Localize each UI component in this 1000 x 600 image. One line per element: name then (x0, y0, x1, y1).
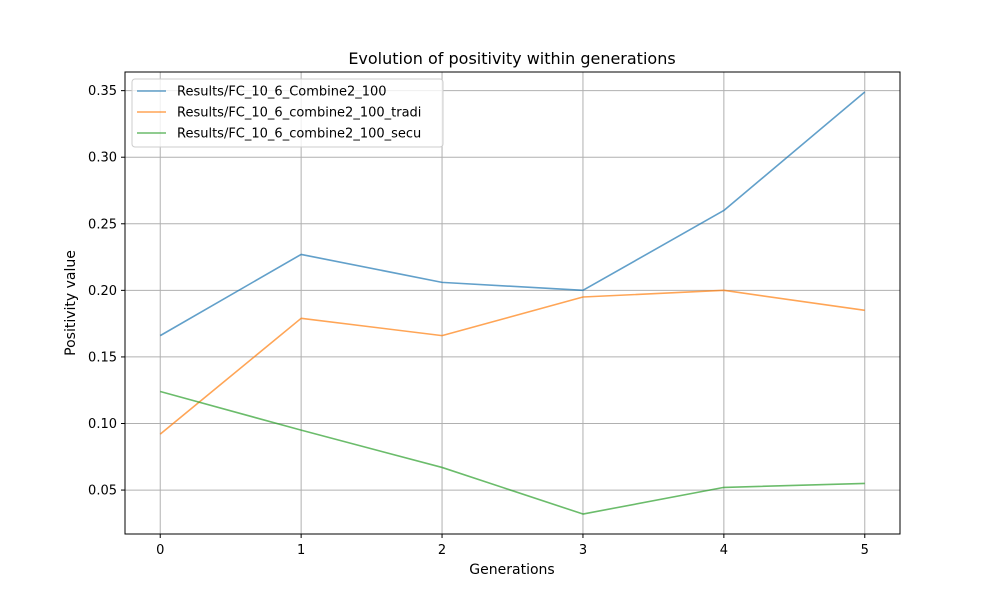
series-lines (159, 91, 866, 515)
grid-lines (125, 72, 900, 534)
series-line-1 (159, 289, 865, 435)
y-tick-label: 0.30 (88, 151, 117, 166)
x-tick-label: 0 (156, 543, 164, 558)
legend-label-0: Results/FC_10_6_Combine2_100 (177, 85, 387, 100)
y-tick-label: 0.15 (88, 350, 117, 365)
x-tick-label: 5 (861, 543, 869, 558)
series-line-2 (160, 390, 865, 515)
x-tick-label: 3 (579, 543, 587, 558)
y-tick-label: 0.25 (88, 217, 117, 232)
axis-ticks: 0 1 2 3 4 5 0.05 0.10 0.15 0.20 0.25 0.30 0.35 (88, 84, 869, 558)
legend-box (131, 78, 444, 148)
chart-title: Evolution of positivity within generatio… (348, 49, 675, 68)
y-tick-label: 0.10 (88, 417, 117, 432)
x-tick-label: 2 (438, 543, 446, 558)
x-axis-label: Generations (469, 562, 554, 578)
legend-label-2: Results/FC_10_6_combine2_100_secu (177, 127, 421, 142)
series-line-0 (159, 91, 866, 337)
y-axis-label: Positivity value (63, 250, 79, 356)
legend: Results/FC_10_6_Combine2_100 Results/FC_1… (131, 78, 444, 148)
y-tick-label: 0.35 (88, 84, 117, 99)
legend-label-1: Results/FC_10_6_combine2_100_tradi (177, 106, 421, 121)
x-tick-label: 1 (297, 543, 305, 558)
x-tick-label: 4 (720, 543, 728, 558)
y-tick-label: 0.20 (88, 284, 117, 299)
y-tick-label: 0.05 (88, 484, 117, 499)
plot-area (124, 71, 901, 535)
